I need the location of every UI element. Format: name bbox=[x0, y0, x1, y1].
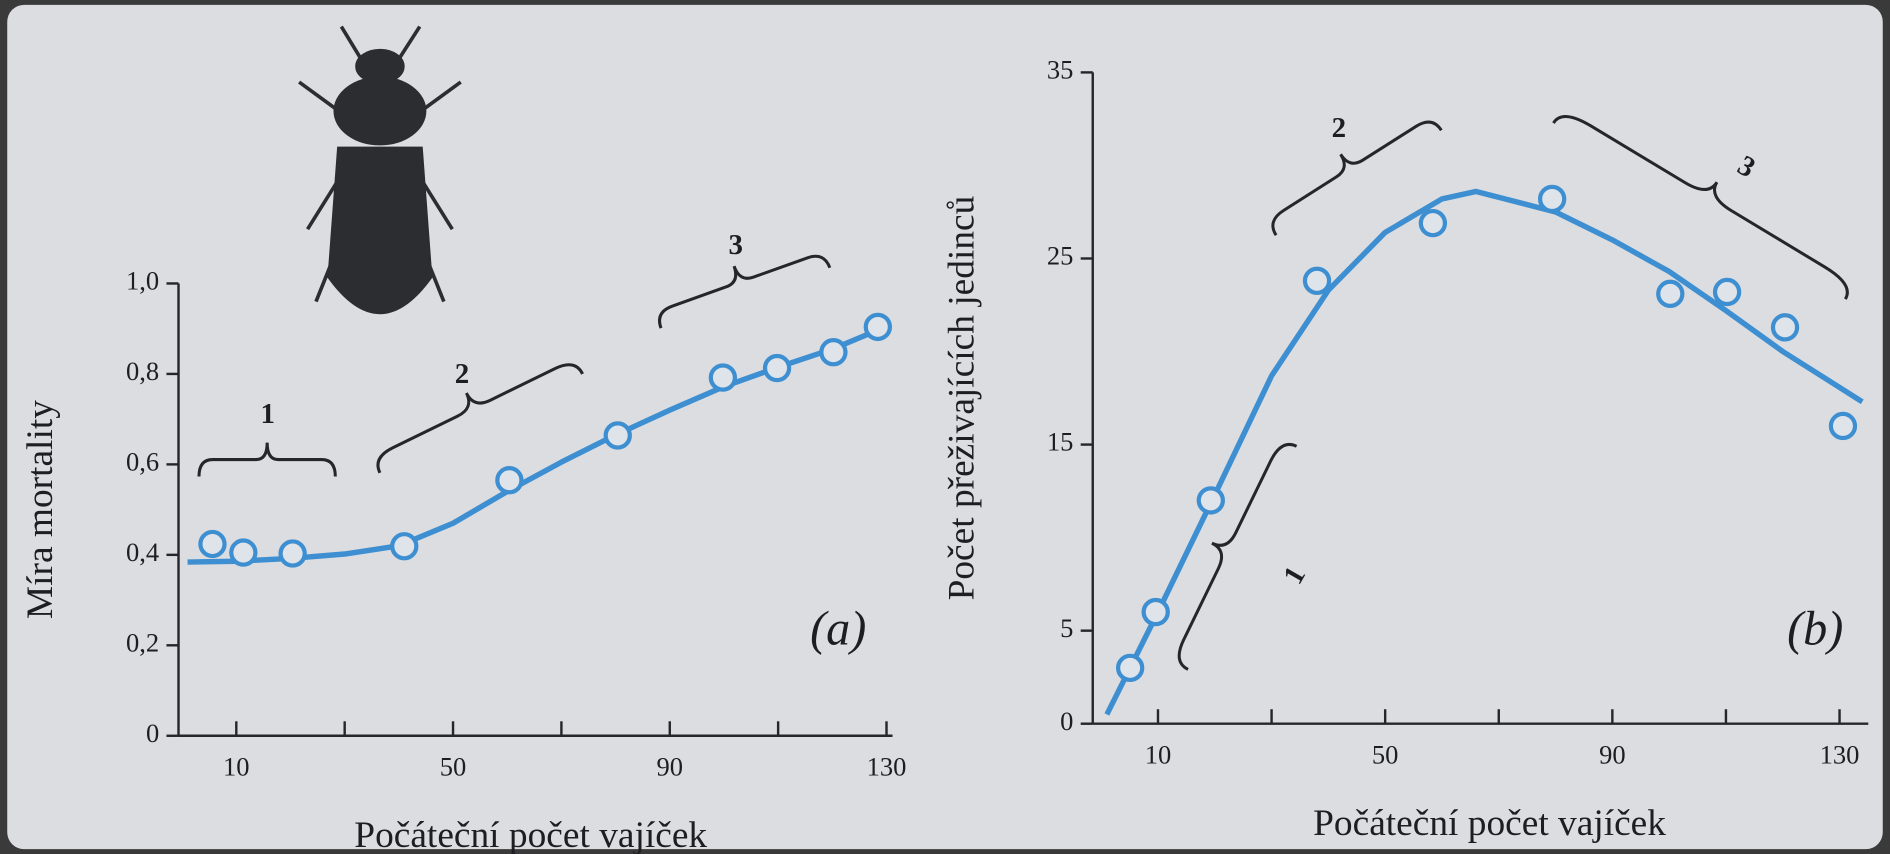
data-point bbox=[1115, 653, 1145, 683]
x-tick-label: 90 bbox=[657, 752, 684, 782]
data-point bbox=[390, 532, 419, 561]
y-tick-label: 0,2 bbox=[126, 627, 159, 657]
x-tick-label: 10 bbox=[223, 752, 250, 782]
y-tick-label: 5 bbox=[1060, 613, 1073, 643]
beetle bbox=[298, 25, 462, 315]
x-axis-title: Počáteční počet vajíček bbox=[1313, 803, 1666, 844]
data-point bbox=[1712, 277, 1742, 307]
y-axis-title: Počet přeživajících jedinců bbox=[941, 195, 982, 600]
data-point bbox=[1418, 208, 1448, 238]
data-point bbox=[708, 363, 738, 392]
brace bbox=[658, 254, 832, 329]
x-tick-label: 130 bbox=[867, 752, 907, 782]
brace bbox=[1177, 442, 1298, 671]
panel-label: (b) bbox=[1787, 602, 1843, 655]
brace bbox=[1552, 115, 1849, 300]
y-tick-label: 1,0 bbox=[126, 266, 159, 296]
annotation: 3 bbox=[729, 229, 743, 261]
y-tick-label: 15 bbox=[1047, 427, 1074, 457]
data-point bbox=[1537, 184, 1567, 214]
y-tick-label: 0 bbox=[146, 718, 159, 748]
data-point bbox=[198, 529, 227, 559]
data-point bbox=[1828, 411, 1858, 441]
data-point bbox=[1196, 486, 1225, 515]
y-tick-label: 0,4 bbox=[126, 537, 159, 567]
panel-label: (a) bbox=[810, 602, 866, 655]
y-tick-label: 35 bbox=[1047, 54, 1074, 84]
y-tick-label: 0,6 bbox=[126, 446, 159, 476]
x-axis-title: Počáteční počet vajíček bbox=[354, 815, 707, 854]
fit-curve bbox=[1104, 188, 1864, 716]
y-axis-title: Míra mortality bbox=[20, 400, 61, 619]
x-tick-label: 50 bbox=[1372, 740, 1399, 770]
brace bbox=[376, 363, 584, 474]
data-point bbox=[495, 466, 524, 495]
brace bbox=[1271, 120, 1443, 237]
x-tick-label: 90 bbox=[1599, 740, 1626, 770]
y-tick-label: 0 bbox=[1060, 706, 1073, 736]
y-tick-label: 0,8 bbox=[126, 356, 159, 386]
data-point bbox=[1770, 313, 1800, 342]
data-point bbox=[1302, 266, 1332, 295]
annotation: 2 bbox=[1332, 112, 1346, 144]
data-point bbox=[819, 338, 848, 367]
x-tick-label: 50 bbox=[440, 752, 467, 782]
data-point bbox=[1141, 597, 1170, 627]
data-point bbox=[863, 312, 893, 342]
annotation: 2 bbox=[455, 358, 469, 390]
x-tick-label: 10 bbox=[1145, 740, 1172, 770]
x-tick-label: 130 bbox=[1820, 740, 1860, 770]
annotation: 1 bbox=[261, 398, 275, 430]
data-point bbox=[1656, 279, 1685, 309]
y-tick-label: 25 bbox=[1047, 241, 1074, 271]
data-point bbox=[762, 353, 792, 383]
brace bbox=[197, 442, 337, 477]
data-point bbox=[278, 539, 307, 568]
data-point bbox=[603, 421, 632, 450]
data-point bbox=[229, 538, 258, 567]
